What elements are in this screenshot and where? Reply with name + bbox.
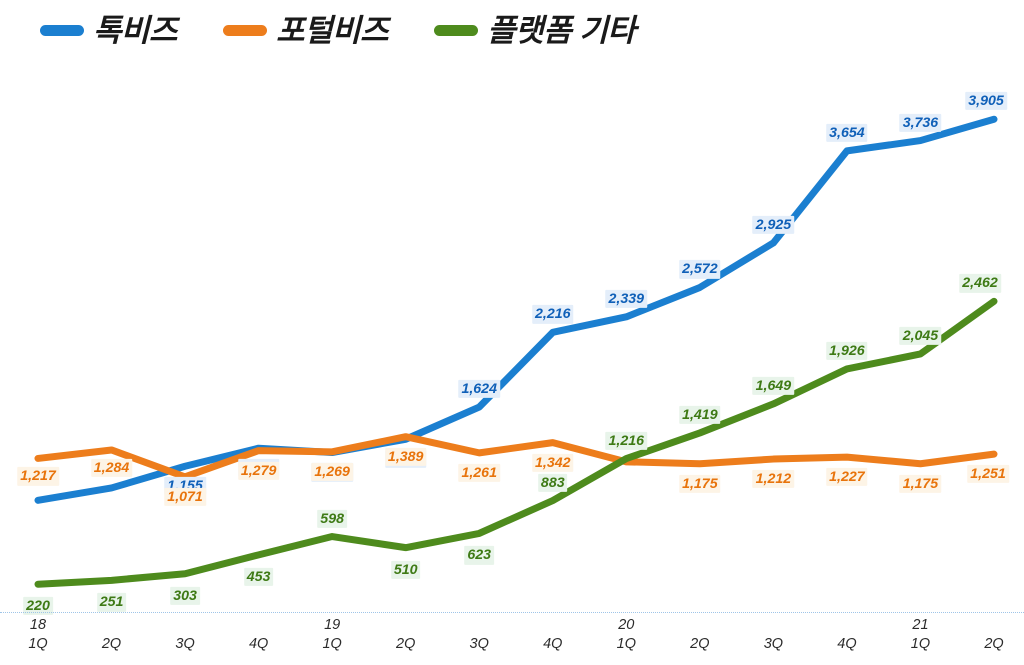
x-tick-8: 20 1Q [617, 616, 636, 655]
x-tick-year: 18 [29, 617, 47, 633]
data-label-1-6: 1,261 [458, 463, 500, 482]
x-tick-year [470, 616, 489, 635]
x-tick-9: 2Q [690, 616, 709, 655]
x-axis-line [0, 612, 1024, 613]
x-tick-6: 3Q [470, 616, 489, 655]
x-tick-quarter: 4Q [543, 636, 563, 652]
data-label-2-12: 2,045 [899, 326, 942, 346]
x-tick-year [396, 616, 415, 635]
x-tick-year: 20 [618, 617, 635, 633]
line-swatch-icon [40, 24, 84, 36]
x-tick-year [249, 616, 268, 635]
x-tick-3: 4Q [249, 616, 268, 655]
legend-label-2: 플랫폼 기타 [487, 12, 636, 48]
data-label-2-9: 1,419 [679, 405, 721, 425]
x-tick-12: 21 1Q [911, 616, 930, 655]
x-tick-10: 3Q [764, 616, 783, 655]
data-label-2-8: 1,216 [605, 431, 648, 450]
data-label-2-6: 623 [464, 546, 495, 565]
x-tick-2: 3Q [175, 616, 194, 655]
x-tick-year [175, 616, 194, 635]
data-label-2-3: 453 [243, 567, 274, 586]
data-label-0-6: 1,624 [458, 379, 500, 399]
x-tick-quarter: 2Q [984, 636, 1004, 652]
data-label-0-8: 2,339 [605, 289, 648, 308]
x-tick-quarter: 4Q [248, 636, 269, 652]
plot-area: 8859831,1551,2981,2641,3691,6242,2162,33… [0, 60, 1024, 616]
series-line-1 [34, 433, 998, 481]
data-label-2-11: 1,926 [826, 341, 868, 361]
data-label-1-9: 1,175 [679, 474, 721, 493]
x-tick-5: 2Q [396, 616, 415, 655]
data-label-1-13: 1,251 [967, 465, 1009, 484]
data-label-2-1: 251 [96, 593, 127, 612]
data-label-1-3: 1,279 [237, 461, 280, 480]
data-label-0-13: 3,905 [965, 92, 1007, 111]
x-tick-year [102, 616, 121, 635]
data-label-0-9: 2,572 [679, 260, 721, 279]
legend-item-2[interactable]: 플랫폼 기타 [434, 12, 636, 48]
data-label-0-11: 3,654 [826, 123, 868, 142]
data-label-1-7: 1,342 [532, 453, 574, 472]
legend-label-0: 톡비즈 [93, 12, 178, 48]
x-tick-year [984, 616, 1003, 635]
x-tick-quarter: 1Q [616, 636, 636, 652]
chart-legend: 톡비즈 포털비즈 플랫폼 기타 [0, 0, 1024, 60]
data-label-2-0: 220 [23, 597, 53, 616]
x-axis-labels: 18 1Q 2Q 3Q 4Q 19 1Q 2Q 3Q 4Q 20 1Q 2Q 3Q 4Q 21 1Q 2Q [0, 616, 1024, 665]
x-tick-year [690, 616, 709, 635]
data-label-2-5: 510 [390, 560, 421, 579]
x-tick-year [543, 616, 562, 635]
x-tick-year: 19 [324, 617, 341, 633]
series-line-2 [34, 297, 998, 588]
legend-label-1: 포털비즈 [276, 12, 389, 48]
series-line-0 [34, 115, 998, 504]
x-tick-quarter: 4Q [837, 636, 857, 652]
data-label-0-10: 2,925 [752, 215, 795, 234]
data-label-1-11: 1,227 [826, 468, 868, 487]
data-label-1-1: 1,284 [90, 458, 133, 478]
x-tick-quarter: 1Q [28, 636, 48, 652]
data-label-2-13: 2,462 [959, 274, 1001, 293]
x-tick-quarter: 3Q [469, 636, 489, 652]
x-tick-7: 4Q [543, 616, 562, 655]
x-tick-year [764, 616, 783, 635]
x-tick-quarter: 1Q [910, 636, 931, 652]
data-label-0-7: 2,216 [532, 305, 574, 324]
data-label-2-4: 598 [317, 509, 347, 528]
x-tick-quarter: 2Q [396, 636, 416, 652]
data-label-0-12: 3,736 [899, 113, 942, 132]
data-label-2-10: 1,649 [752, 376, 795, 396]
data-label-2-2: 303 [170, 586, 200, 605]
data-label-2-7: 883 [537, 473, 568, 492]
x-tick-quarter: 2Q [690, 636, 710, 652]
x-tick-4: 19 1Q [322, 616, 341, 655]
x-tick-quarter: 3Q [175, 636, 195, 652]
x-tick-quarter: 2Q [101, 636, 122, 652]
x-tick-11: 4Q [837, 616, 856, 655]
x-tick-1: 2Q [102, 616, 121, 655]
x-tick-quarter: 1Q [322, 636, 342, 652]
plot-lines [34, 115, 998, 588]
data-label-1-10: 1,212 [752, 469, 795, 489]
legend-item-1[interactable]: 포털비즈 [223, 12, 389, 48]
x-tick-year: 21 [912, 617, 929, 633]
line-swatch-icon [223, 24, 268, 36]
data-label-1-5: 1,389 [384, 447, 427, 466]
x-tick-quarter: 3Q [763, 636, 784, 652]
data-label-1-12: 1,175 [899, 474, 942, 493]
data-label-1-4: 1,269 [311, 462, 353, 481]
x-tick-0: 18 1Q [28, 616, 47, 655]
data-label-1-0: 1,217 [17, 467, 59, 486]
x-tick-year [837, 616, 856, 635]
legend-item-0[interactable]: 톡비즈 [40, 12, 178, 48]
data-label-1-2: 1,071 [164, 487, 206, 506]
x-tick-13: 2Q [984, 616, 1003, 655]
line-swatch-icon [434, 24, 479, 36]
